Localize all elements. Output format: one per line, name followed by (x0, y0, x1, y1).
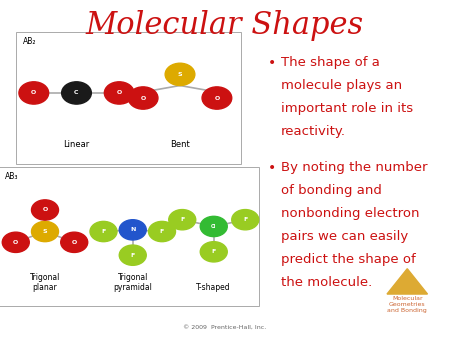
Circle shape (2, 232, 29, 252)
Circle shape (200, 216, 227, 237)
Circle shape (19, 82, 49, 104)
Text: predict the shape of: predict the shape of (281, 253, 416, 266)
Text: nonbonding electron: nonbonding electron (281, 207, 420, 220)
Text: F: F (212, 249, 216, 254)
FancyBboxPatch shape (0, 167, 259, 306)
FancyBboxPatch shape (16, 32, 241, 164)
Text: the molecule.: the molecule. (281, 276, 373, 289)
Text: Cl: Cl (211, 224, 216, 229)
Text: •: • (268, 161, 276, 175)
Text: F: F (130, 253, 135, 258)
Text: of bonding and: of bonding and (281, 184, 382, 197)
Text: F: F (160, 229, 164, 234)
Text: O: O (72, 240, 77, 245)
Text: The shape of a: The shape of a (281, 56, 380, 69)
Circle shape (232, 210, 259, 230)
Circle shape (61, 232, 88, 252)
Text: AB₂: AB₂ (22, 37, 36, 46)
Text: Trigonal
planar: Trigonal planar (30, 273, 60, 292)
Text: O: O (13, 240, 18, 245)
Text: O: O (42, 208, 48, 213)
Text: Molecular Shapes: Molecular Shapes (86, 10, 364, 41)
Circle shape (104, 82, 134, 104)
Text: molecule plays an: molecule plays an (281, 79, 402, 92)
Circle shape (165, 63, 195, 86)
Text: reactivity.: reactivity. (281, 125, 346, 138)
Circle shape (202, 87, 232, 109)
Circle shape (169, 210, 196, 230)
Text: Linear: Linear (63, 140, 90, 149)
Text: Bent: Bent (170, 140, 190, 149)
Text: O: O (31, 91, 36, 95)
Text: C: C (74, 91, 79, 95)
Circle shape (119, 245, 146, 265)
Text: Molecular
Geometries
and Bonding: Molecular Geometries and Bonding (387, 296, 427, 313)
Text: F: F (180, 217, 184, 222)
Circle shape (200, 242, 227, 262)
Text: S: S (43, 229, 47, 234)
Text: T-shaped: T-shaped (197, 283, 231, 292)
Text: O: O (117, 91, 122, 95)
Text: F: F (101, 229, 106, 234)
Text: By noting the number: By noting the number (281, 161, 428, 174)
Text: O: O (140, 96, 146, 100)
Circle shape (148, 221, 176, 242)
Text: Trigonal
pyramidal: Trigonal pyramidal (113, 273, 152, 292)
Text: AB₃: AB₃ (4, 172, 18, 182)
Text: N: N (130, 227, 135, 232)
Circle shape (32, 221, 58, 242)
Text: © 2009  Prentice-Hall, Inc.: © 2009 Prentice-Hall, Inc. (184, 324, 266, 330)
Circle shape (32, 200, 58, 220)
Polygon shape (387, 269, 428, 294)
Circle shape (119, 220, 146, 240)
Text: •: • (268, 56, 276, 70)
Text: O: O (214, 96, 220, 100)
Text: pairs we can easily: pairs we can easily (281, 230, 409, 243)
Text: important role in its: important role in its (281, 102, 414, 115)
Circle shape (128, 87, 158, 109)
Text: F: F (243, 217, 248, 222)
Circle shape (62, 82, 91, 104)
Circle shape (90, 221, 117, 242)
Text: S: S (178, 72, 182, 77)
